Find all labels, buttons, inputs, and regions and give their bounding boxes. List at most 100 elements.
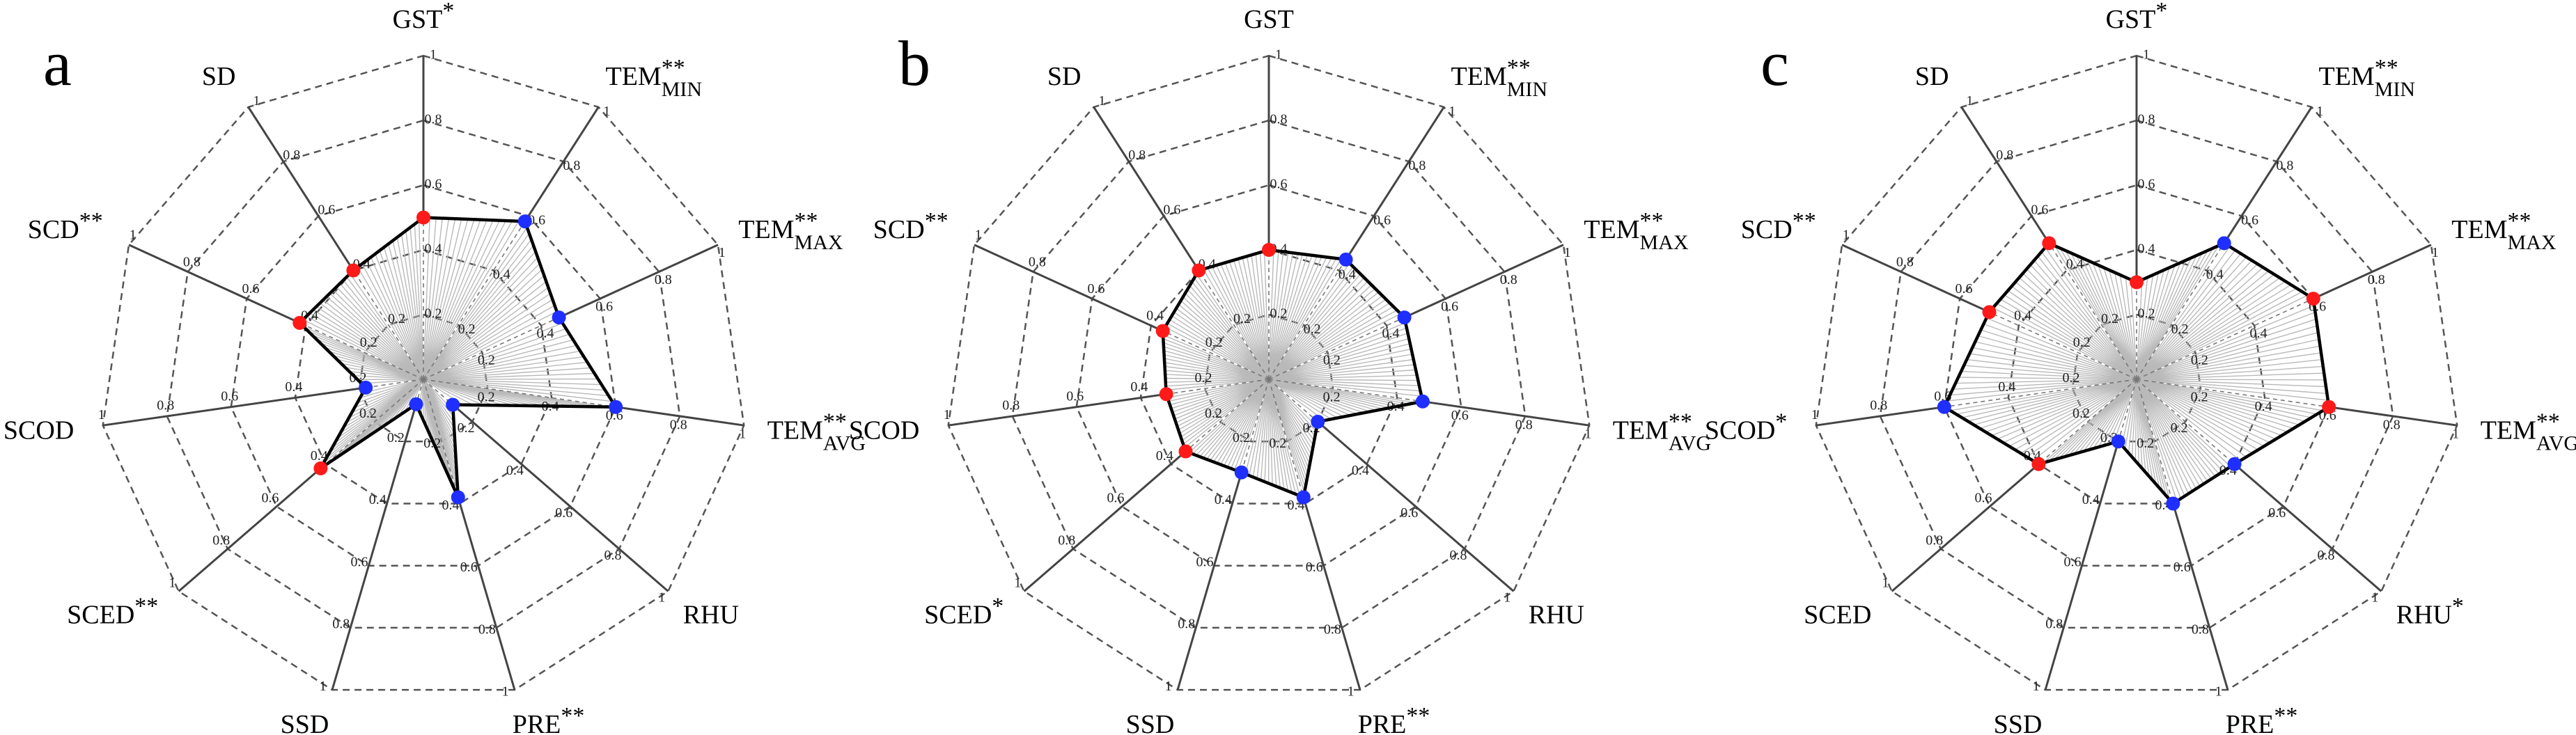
tick-label: 0.6 [1400,505,1418,521]
area-hatch [2027,379,2137,458]
tick-label: 0.6 [1956,281,1973,297]
tick-label: 1 [1564,245,1571,260]
area-hatch [423,218,443,380]
area-hatch [1165,377,1270,380]
area-hatch [2136,379,2185,497]
area-hatch [2136,379,2288,433]
tick-label: 1 [2432,245,2439,260]
area-hatch [1268,343,1410,380]
axis-spoke [1841,244,1990,313]
tick-label: 0.8 [212,533,230,548]
area-hatch [1207,267,1270,380]
area-hatch [1268,379,1325,421]
area-hatch [1268,379,1338,419]
area-hatch [2136,277,2148,380]
area-hatch [2136,253,2203,380]
tick-label: 0.4 [1130,379,1148,395]
area-hatch [357,267,424,380]
axis-label-scod: SCOD [3,416,74,445]
area-hatch [423,275,545,380]
area-hatch [1955,379,2137,384]
area-hatch [1268,284,1372,380]
area-hatch [1227,379,1270,468]
area-hatch [1268,313,1401,380]
tick-label: 0.2 [1205,335,1223,350]
tick-label: 1 [603,104,610,119]
area-hatch [1268,277,1365,380]
tick-label: 0.8 [1870,398,1887,413]
area-hatch [1268,379,1351,416]
data-point [1982,305,1997,319]
area-hatch [1182,297,1270,380]
tick-label: 0.8 [283,148,300,163]
tick-label: 0.2 [360,335,377,350]
data-point [2042,236,2056,251]
area-hatch [1182,379,1270,445]
tick-label: 0.4 [311,448,328,464]
data-point [2227,457,2242,471]
area-hatch [1192,379,1270,455]
area-hatch [1268,262,1350,380]
tick-label: 0.8 [1926,533,1943,548]
tick-label: 0.8 [2045,617,2063,632]
area-hatch [1268,258,1342,380]
tick-label: 1 [1014,575,1021,590]
tick-label: 0.6 [2064,554,2082,569]
area-hatch [2136,379,2182,499]
data-point [552,310,566,325]
area-hatch [1268,280,1368,380]
area-hatch [2018,277,2137,380]
area-hatch [1268,254,1308,380]
tick-label: 1 [98,407,105,422]
axis-spoke-inner [2136,379,2329,408]
grid-ring [1815,54,2458,691]
area-hatch [2043,379,2137,464]
tick-label: 0.8 [604,548,622,563]
axis-label-scd: SCD** [1741,208,1816,244]
area-hatch [2119,274,2137,380]
data-point [1234,465,1249,480]
area-hatch [1196,274,1270,380]
area-hatch [2136,379,2323,411]
tick-label: 1 [2371,590,2378,606]
area-hatch [2007,290,2137,380]
area-hatch [1950,379,2137,411]
area-hatch [423,219,462,380]
series-line [1942,242,2331,505]
data-point [292,315,307,330]
area-hatch [349,371,424,380]
tick-label: 0.6 [1373,212,1391,228]
area-hatch [1179,379,1270,434]
area-hatch [333,290,424,380]
tick-label: 0.2 [388,311,405,326]
area-hatch [2034,260,2137,380]
area-hatch [354,379,424,409]
area-hatch [1997,379,2137,440]
tick-label: 0.6 [1441,299,1458,314]
area-hatch [423,339,574,380]
area-hatch [1268,253,1299,380]
axis-label-sced: SCED** [67,594,158,630]
tick-label: 0.6 [1451,408,1469,423]
area-hatch [1165,374,1270,380]
axis-spoke [247,106,354,271]
area-hatch [2136,379,2193,492]
tick-label: 1 [2215,684,2222,700]
area-hatch [423,280,547,380]
area-hatch [1268,292,1380,380]
area-hatch [348,379,424,419]
area-hatch [1268,379,1358,415]
axis-spoke-inner [423,221,526,380]
tick-label: 1 [1165,679,1172,694]
area-hatch [319,303,424,380]
grid-ring [358,313,489,443]
area-hatch [2136,379,2306,422]
area-hatch [423,219,481,380]
area-hatch [1268,253,1294,380]
area-hatch [1268,379,1281,489]
grid-ring [1879,119,2394,629]
area-hatch [1268,287,1376,380]
area-hatch [2136,379,2253,454]
tick-label: 1 [430,47,437,63]
area-hatch [2081,258,2137,380]
